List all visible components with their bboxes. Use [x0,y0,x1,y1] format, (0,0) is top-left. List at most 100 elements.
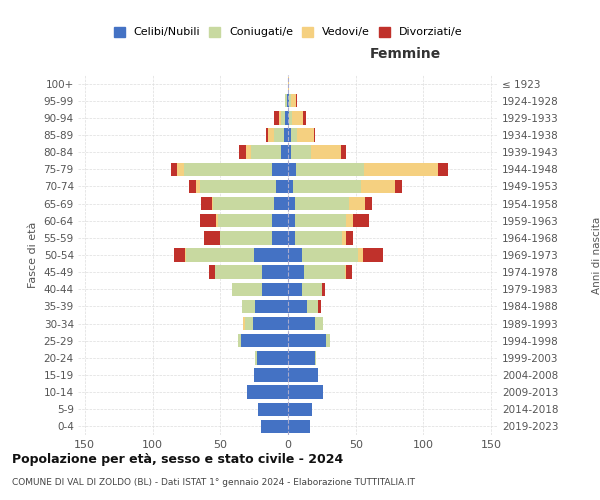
Bar [285,111,288,124]
Bar [184,162,272,176]
Bar [295,214,346,228]
Text: COMUNE DI VAL DI ZOLDO (BL) - Dati ISTAT 1° gennaio 2024 - Elaborazione TUTTITAL: COMUNE DI VAL DI ZOLDO (BL) - Dati ISTAT… [12,478,415,487]
Bar [288,111,289,124]
Bar [245,317,253,330]
Bar [187,248,254,262]
Bar [291,128,298,141]
Bar [284,128,288,141]
Bar [307,300,318,313]
Bar [342,231,346,244]
Bar [232,282,262,296]
Text: Popolazione per età, sesso e stato civile - 2024: Popolazione per età, sesso e stato civil… [12,452,343,466]
Bar [262,266,288,279]
Bar [291,146,311,159]
Bar [220,231,272,244]
Bar [358,248,362,262]
Bar [288,386,323,399]
Bar [288,146,291,159]
Bar [254,248,288,262]
Bar [272,214,288,228]
Bar [288,266,304,279]
Bar [293,180,361,193]
Bar [241,334,288,347]
Bar [298,128,314,141]
Bar [322,282,325,296]
Bar [345,266,346,279]
Bar [272,162,288,176]
Bar [288,77,289,90]
Bar [288,300,307,313]
Bar [346,214,353,228]
Bar [296,162,364,176]
Y-axis label: Fasce di età: Fasce di età [28,222,38,288]
Bar [218,214,272,228]
Bar [272,231,288,244]
Bar [268,128,274,141]
Bar [289,94,291,108]
Bar [288,180,293,193]
Bar [200,180,276,193]
Bar [256,351,257,364]
Bar [289,111,292,124]
Bar [177,162,184,176]
Bar [189,180,196,193]
Bar [288,368,318,382]
Bar [204,231,220,244]
Bar [341,146,346,159]
Bar [288,248,302,262]
Bar [274,111,278,124]
Bar [243,317,245,330]
Bar [346,231,353,244]
Bar [262,282,288,296]
Bar [304,266,345,279]
Bar [302,248,358,262]
Bar [288,94,289,108]
Bar [172,162,177,176]
Text: Anni di nascita: Anni di nascita [592,216,600,294]
Bar [315,317,323,330]
Bar [281,146,288,159]
Bar [326,334,330,347]
Bar [278,111,281,124]
Bar [253,317,288,330]
Bar [247,386,288,399]
Bar [242,300,256,313]
Bar [287,94,288,108]
Bar [291,94,296,108]
Bar [365,197,372,210]
Bar [315,351,316,364]
Bar [288,197,295,210]
Bar [288,402,313,416]
Bar [318,300,320,313]
Bar [266,128,268,141]
Bar [256,300,288,313]
Bar [239,146,246,159]
Bar [216,214,218,228]
Bar [288,334,326,347]
Bar [288,420,310,433]
Bar [349,197,365,210]
Bar [257,351,288,364]
Bar [254,368,288,382]
Bar [395,180,402,193]
Bar [353,214,369,228]
Bar [346,266,352,279]
Bar [238,334,241,347]
Bar [274,128,284,141]
Bar [439,162,448,176]
Bar [196,180,200,193]
Bar [174,248,185,262]
Bar [361,180,395,193]
Bar [364,162,439,176]
Bar [292,111,303,124]
Bar [246,146,251,159]
Bar [303,111,305,124]
Bar [274,197,288,210]
Bar [185,248,187,262]
Bar [296,94,298,108]
Bar [281,111,285,124]
Bar [295,197,349,210]
Bar [295,231,342,244]
Bar [251,146,281,159]
Bar [215,266,262,279]
